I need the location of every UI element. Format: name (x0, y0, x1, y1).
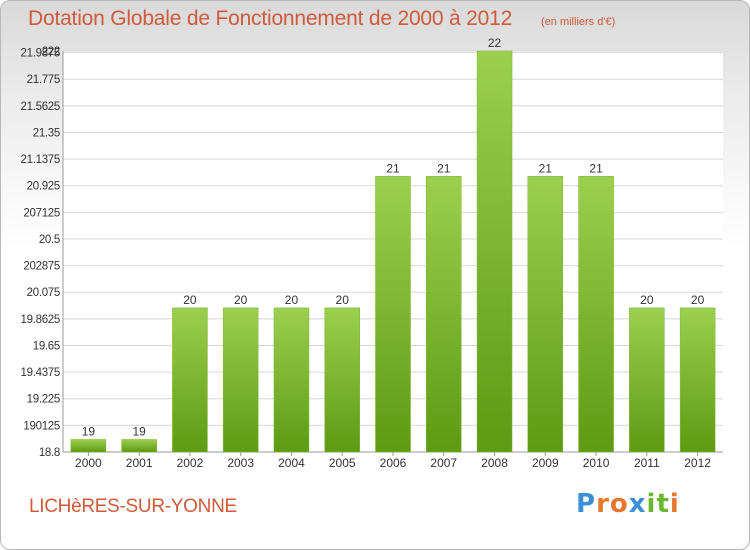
bar (222, 307, 259, 453)
bar (121, 439, 157, 453)
bar (70, 439, 107, 453)
x-tick-label: 2012 (684, 456, 711, 470)
x-tick-label: 2009 (532, 456, 559, 470)
bar (629, 307, 665, 453)
bar-value-label: 20 (691, 293, 705, 307)
bar-value-label: 20 (640, 293, 654, 307)
bar (679, 307, 716, 453)
bar-value-label: 20 (183, 293, 197, 307)
x-tick-label: 2011 (634, 456, 660, 470)
bar (172, 307, 208, 453)
bar-value-label: 20 (285, 293, 299, 307)
y-tick-label: 19.4375 (21, 367, 60, 379)
logo-letter: i (669, 489, 680, 519)
logo-letter: o (609, 489, 629, 519)
x-tick-label: 2002 (177, 456, 204, 470)
y-tick-label: 21.1375 (21, 154, 60, 166)
y-tick-label: 190125 (23, 420, 60, 432)
y-tick-label: 207125 (23, 207, 60, 219)
logo-letter: i (646, 489, 657, 519)
bar-value-label: 22 (488, 36, 502, 50)
y-tick-label: 21.775 (27, 74, 60, 86)
bar (375, 176, 411, 453)
logo-letter: t (656, 489, 670, 519)
bar-value-label: 21 (539, 161, 553, 175)
bar (527, 176, 564, 453)
bar-value-label: 21 (386, 161, 400, 175)
x-tick-label: 2010 (583, 456, 610, 470)
bar-value-label: 21 (589, 161, 603, 175)
bar (324, 307, 360, 453)
y-tick-label: 222 (42, 46, 60, 58)
x-tick-label: 2003 (227, 456, 254, 470)
y-tick-label: 20.5 (39, 234, 60, 246)
y-tick-label: 18.8 (39, 447, 60, 459)
bar (426, 176, 462, 453)
y-tick-label: 20.075 (27, 287, 60, 299)
bar-value-label: 19 (132, 424, 146, 438)
x-tick-label: 2006 (380, 456, 407, 470)
bar (476, 50, 513, 453)
logo-letter: x (628, 489, 647, 519)
y-tick-label: 19.65 (33, 340, 60, 352)
y-tick-label: 21.9875 (21, 48, 60, 60)
x-tick-label: 2001 (126, 456, 153, 470)
chart-title: Dotation Globale de Fonctionnement de 20… (28, 7, 513, 30)
y-tick-label: 21.35 (33, 127, 60, 139)
commune-name: LICHèRES-SUR-YONNE (29, 496, 237, 517)
bar-value-label: 20 (336, 293, 350, 307)
bar-value-label: 19 (82, 424, 96, 438)
bar-value-label: 20 (234, 293, 248, 307)
y-tick-label: 21.5625 (21, 101, 60, 113)
x-tick-label: 2005 (329, 456, 356, 470)
x-tick-label: 2007 (430, 456, 457, 470)
y-tick-label: 202875 (23, 261, 60, 273)
x-tick-label: 2004 (278, 456, 305, 470)
x-tick-label: 2008 (481, 456, 508, 470)
bar-value-label: 21 (437, 161, 451, 175)
y-tick-label: 20.925 (27, 181, 60, 193)
logo-letter: r (596, 489, 610, 519)
x-tick-label: 2000 (75, 456, 102, 470)
bar (578, 176, 614, 453)
y-tick-label: 19.225 (27, 394, 60, 406)
y-tick-label: 19.8625 (21, 314, 60, 326)
logo-letter: P (576, 489, 597, 519)
chart-subtitle: (en milliers d'€) (541, 16, 616, 28)
proxiti-logo: Proxiti (576, 489, 680, 519)
bar (273, 307, 310, 453)
